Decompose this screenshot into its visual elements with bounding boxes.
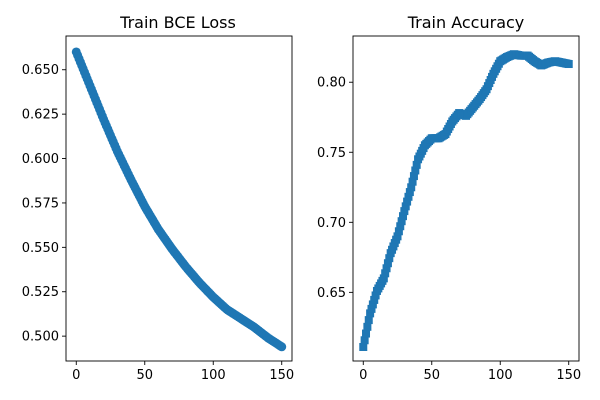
- accuracy-x-tick-label: 0: [359, 368, 367, 383]
- accuracy-data-point: [398, 212, 407, 221]
- accuracy-y-tick-label: 0.80: [317, 76, 346, 91]
- loss-x-tick-label: 100: [201, 368, 226, 383]
- accuracy-data-point: [367, 304, 376, 313]
- loss-y-tick-label: 0.500: [22, 330, 59, 345]
- accuracy-data-point: [362, 329, 371, 338]
- accuracy-data-point: [405, 188, 414, 197]
- accuracy-data-point: [366, 309, 375, 318]
- accuracy-data-point: [408, 177, 417, 186]
- accuracy-y-tick-label: 0.65: [317, 286, 346, 301]
- loss-chart-title: Train BCE Loss: [119, 13, 236, 32]
- accuracy-data-point: [360, 336, 369, 345]
- loss-x-tick-label: 0: [72, 368, 80, 383]
- loss-series: [71, 47, 287, 352]
- accuracy-data-point: [396, 222, 405, 231]
- accuracy-chart-panel: Train Accuracy 0 50 100 150 0.65 0.70 0.75 0.8…: [317, 13, 581, 383]
- accuracy-data-point: [383, 259, 392, 268]
- loss-y-axis: 0.500 0.525 0.550 0.575 0.600 0.625 0.650: [22, 63, 66, 345]
- accuracy-data-point: [382, 264, 391, 273]
- accuracy-data-point: [411, 166, 420, 175]
- accuracy-y-tick-label: 0.75: [317, 146, 346, 161]
- loss-y-tick-label: 0.575: [22, 196, 59, 211]
- loss-x-tick-label: 150: [269, 368, 294, 383]
- accuracy-data-point: [359, 342, 368, 351]
- accuracy-data-point: [368, 300, 377, 309]
- loss-y-tick-label: 0.550: [22, 241, 59, 256]
- accuracy-x-axis: 0 50 100 150: [359, 361, 581, 383]
- accuracy-y-tick-label: 0.70: [317, 216, 346, 231]
- accuracy-y-axis: 0.65 0.70 0.75 0.80: [317, 76, 353, 301]
- accuracy-x-tick-label: 150: [556, 368, 581, 383]
- accuracy-data-point: [393, 232, 402, 241]
- loss-y-tick-label: 0.525: [22, 285, 59, 300]
- accuracy-data-point: [394, 227, 403, 236]
- accuracy-data-point: [400, 207, 409, 216]
- loss-y-tick-label: 0.650: [22, 63, 59, 78]
- accuracy-data-point: [364, 316, 373, 325]
- accuracy-data-point: [407, 183, 416, 192]
- loss-y-tick-label: 0.600: [22, 152, 59, 167]
- accuracy-data-point: [564, 60, 573, 69]
- accuracy-data-point: [401, 202, 410, 211]
- accuracy-data-point: [381, 269, 390, 278]
- loss-data-point: [277, 342, 287, 352]
- accuracy-data-point: [385, 254, 394, 263]
- accuracy-x-tick-label: 100: [488, 368, 513, 383]
- loss-x-axis: 0 50 100 150: [72, 361, 294, 383]
- accuracy-chart-title: Train Accuracy: [407, 13, 525, 32]
- loss-plot-frame: [65, 35, 293, 362]
- accuracy-data-point: [379, 274, 388, 283]
- accuracy-data-point: [371, 291, 380, 300]
- accuracy-data-point: [370, 295, 379, 304]
- accuracy-data-point: [403, 197, 412, 206]
- accuracy-data-point: [409, 172, 418, 181]
- accuracy-series: [359, 50, 573, 351]
- accuracy-x-tick-label: 50: [423, 368, 440, 383]
- accuracy-data-point: [412, 160, 421, 169]
- loss-y-tick-label: 0.625: [22, 108, 59, 123]
- accuracy-data-point: [404, 192, 413, 201]
- accuracy-data-point: [397, 217, 406, 226]
- accuracy-plot-frame: [352, 35, 580, 362]
- accuracy-data-point: [363, 322, 372, 331]
- loss-chart-panel: Train BCE Loss 0 50 100 150 0.500 0.525 0.550…: [22, 13, 294, 383]
- loss-x-tick-label: 50: [136, 368, 153, 383]
